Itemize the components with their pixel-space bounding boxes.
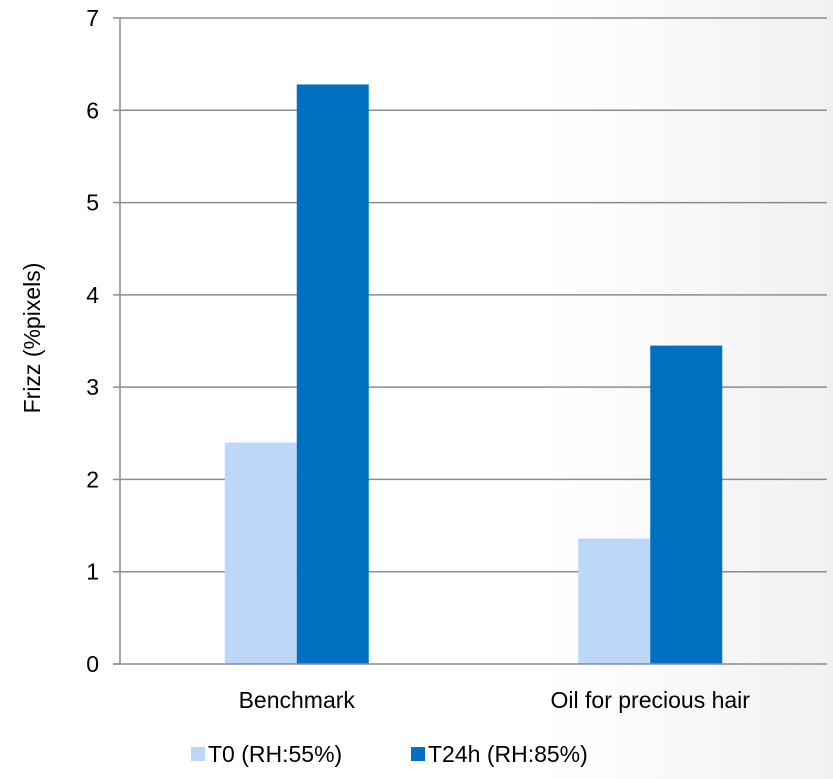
x-category-labels: Benchmark Oil for precious hair [239,687,751,713]
y-tick-label: 4 [86,282,99,308]
bar-t0-0 [224,442,297,664]
y-axis-title: Frizz (%pixels) [19,263,45,414]
y-tick-label: 0 [86,651,99,677]
bar-t24h-0 [296,84,369,664]
x-category-label: Benchmark [239,687,356,713]
axes [113,18,827,665]
legend-label: T24h (RH:85%) [428,741,588,767]
y-tick-label: 1 [86,559,99,585]
bar-t24h-1 [650,345,723,664]
legend-label: T0 (RH:55%) [208,741,342,767]
x-category-label: Oil for precious hair [551,687,751,713]
y-tick-label: 2 [86,466,99,492]
bars [224,84,723,664]
y-tick-label: 3 [86,374,99,400]
y-tick-label: 6 [86,97,99,123]
bar-t0-1 [578,538,651,664]
y-tick-labels: 0 1 2 3 4 5 6 7 [86,5,99,677]
y-tick-label: 5 [86,190,99,216]
legend-swatch [191,747,205,761]
legend: T0 (RH:55%) T24h (RH:85%) [191,741,588,767]
y-tick-label: 7 [86,5,99,31]
legend-swatch [411,747,425,761]
